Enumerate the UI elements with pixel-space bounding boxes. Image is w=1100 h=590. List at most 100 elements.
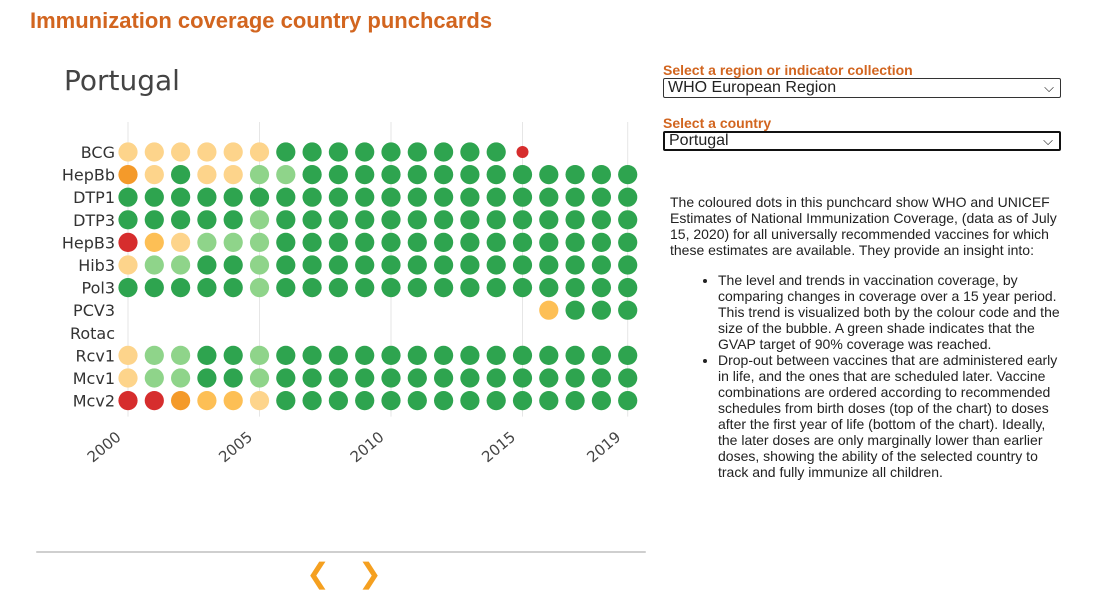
coverage-dot[interactable]: [302, 187, 322, 207]
coverage-dot[interactable]: [381, 345, 401, 365]
coverage-dot[interactable]: [328, 255, 348, 275]
coverage-dot[interactable]: [407, 165, 427, 185]
coverage-dot[interactable]: [276, 278, 296, 298]
coverage-dot[interactable]: [407, 142, 427, 162]
coverage-dot[interactable]: [328, 391, 348, 411]
coverage-dot[interactable]: [512, 232, 533, 252]
coverage-dot[interactable]: [460, 142, 480, 162]
coverage-dot[interactable]: [407, 278, 427, 298]
coverage-dot[interactable]: [591, 345, 612, 365]
coverage-dot[interactable]: [328, 345, 348, 365]
coverage-dot[interactable]: [460, 368, 480, 388]
coverage-dot[interactable]: [618, 165, 638, 185]
coverage-dot[interactable]: [591, 300, 612, 320]
coverage-dot[interactable]: [591, 278, 612, 298]
coverage-dot[interactable]: [144, 210, 164, 230]
coverage-dot[interactable]: [249, 255, 270, 275]
coverage-dot[interactable]: [381, 278, 401, 298]
coverage-dot[interactable]: [118, 278, 138, 298]
coverage-dot[interactable]: [302, 368, 322, 388]
coverage-dot[interactable]: [249, 391, 270, 411]
coverage-dot[interactable]: [223, 210, 243, 230]
coverage-dot[interactable]: [223, 187, 243, 207]
coverage-dot[interactable]: [460, 165, 480, 185]
coverage-dot[interactable]: [118, 255, 138, 275]
coverage-dot[interactable]: [144, 187, 164, 207]
coverage-dot[interactable]: [381, 165, 401, 185]
coverage-dot[interactable]: [276, 187, 296, 207]
coverage-dot[interactable]: [118, 142, 138, 162]
coverage-dot[interactable]: [118, 232, 138, 252]
coverage-dot[interactable]: [407, 210, 427, 230]
coverage-dot[interactable]: [223, 345, 243, 365]
coverage-dot[interactable]: [407, 232, 427, 252]
coverage-dot[interactable]: [355, 391, 375, 411]
coverage-dot[interactable]: [171, 391, 191, 411]
coverage-dot[interactable]: [434, 232, 454, 252]
coverage-dot[interactable]: [249, 210, 270, 230]
coverage-dot[interactable]: [144, 278, 164, 298]
coverage-dot[interactable]: [171, 142, 191, 162]
coverage-dot[interactable]: [407, 187, 427, 207]
coverage-dot[interactable]: [486, 278, 506, 298]
region-select[interactable]: WHO European Region ⌵: [663, 78, 1061, 98]
coverage-dot[interactable]: [591, 187, 612, 207]
coverage-dot[interactable]: [565, 300, 585, 320]
coverage-dot[interactable]: [144, 345, 164, 365]
coverage-dot[interactable]: [565, 210, 585, 230]
coverage-dot[interactable]: [171, 278, 191, 298]
coverage-dot[interactable]: [355, 278, 375, 298]
coverage-dot[interactable]: [460, 345, 480, 365]
coverage-dot[interactable]: [565, 255, 585, 275]
coverage-dot[interactable]: [434, 142, 454, 162]
coverage-dot[interactable]: [539, 187, 559, 207]
coverage-dot[interactable]: [516, 146, 529, 158]
coverage-dot[interactable]: [434, 278, 454, 298]
coverage-dot[interactable]: [197, 232, 217, 252]
coverage-dot[interactable]: [460, 187, 480, 207]
coverage-dot[interactable]: [512, 345, 533, 365]
coverage-dot[interactable]: [197, 165, 217, 185]
coverage-dot[interactable]: [486, 165, 506, 185]
coverage-dot[interactable]: [249, 368, 270, 388]
coverage-dot[interactable]: [381, 210, 401, 230]
coverage-dot[interactable]: [486, 142, 506, 162]
coverage-dot[interactable]: [197, 187, 217, 207]
coverage-dot[interactable]: [539, 210, 559, 230]
coverage-dot[interactable]: [355, 345, 375, 365]
coverage-dot[interactable]: [618, 232, 638, 252]
coverage-dot[interactable]: [355, 187, 375, 207]
coverage-dot[interactable]: [381, 187, 401, 207]
coverage-dot[interactable]: [539, 255, 559, 275]
coverage-dot[interactable]: [591, 368, 612, 388]
coverage-dot[interactable]: [539, 232, 559, 252]
coverage-dot[interactable]: [591, 210, 612, 230]
coverage-dot[interactable]: [407, 391, 427, 411]
coverage-dot[interactable]: [171, 255, 191, 275]
coverage-dot[interactable]: [618, 391, 638, 411]
coverage-dot[interactable]: [328, 210, 348, 230]
coverage-dot[interactable]: [197, 345, 217, 365]
coverage-dot[interactable]: [328, 165, 348, 185]
coverage-dot[interactable]: [486, 368, 506, 388]
coverage-dot[interactable]: [486, 187, 506, 207]
coverage-dot[interactable]: [512, 368, 533, 388]
coverage-dot[interactable]: [486, 232, 506, 252]
coverage-dot[interactable]: [355, 232, 375, 252]
coverage-dot[interactable]: [223, 165, 243, 185]
coverage-dot[interactable]: [302, 278, 322, 298]
coverage-dot[interactable]: [591, 391, 612, 411]
coverage-dot[interactable]: [302, 391, 322, 411]
coverage-dot[interactable]: [486, 391, 506, 411]
coverage-dot[interactable]: [460, 391, 480, 411]
coverage-dot[interactable]: [486, 210, 506, 230]
coverage-dot[interactable]: [118, 165, 138, 185]
coverage-dot[interactable]: [486, 345, 506, 365]
country-select[interactable]: Portugal ⌵: [663, 131, 1061, 151]
coverage-dot[interactable]: [407, 255, 427, 275]
coverage-dot[interactable]: [302, 142, 322, 162]
coverage-dot[interactable]: [434, 368, 454, 388]
coverage-dot[interactable]: [276, 165, 296, 185]
coverage-dot[interactable]: [539, 165, 559, 185]
coverage-dot[interactable]: [197, 255, 217, 275]
